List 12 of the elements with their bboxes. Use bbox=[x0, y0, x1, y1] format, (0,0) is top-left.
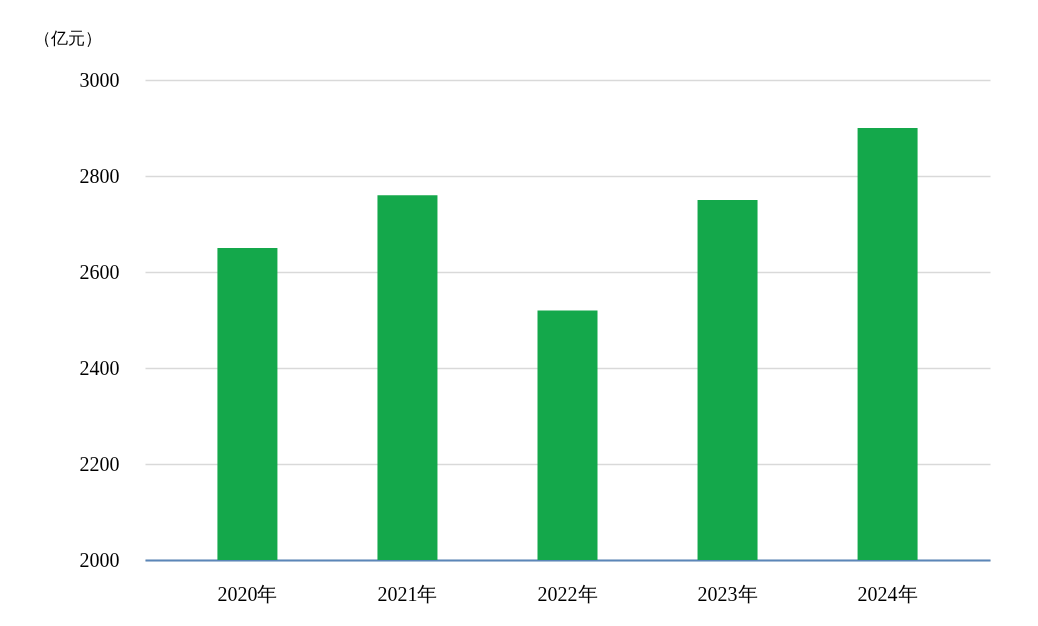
x-tick-label: 2020年 bbox=[217, 582, 278, 605]
x-tick-label: 2022年 bbox=[537, 582, 598, 605]
y-tick-label: 2200 bbox=[79, 452, 120, 475]
y-tick-label: 2000 bbox=[79, 548, 120, 571]
x-tick-label: 2023年 bbox=[697, 582, 758, 605]
y-tick-label: 2800 bbox=[79, 164, 120, 187]
x-tick-label: 2024年 bbox=[857, 582, 918, 605]
x-tick-label: 2021年 bbox=[377, 582, 438, 605]
y-axis-title: （亿元） bbox=[33, 27, 102, 48]
y-tick-label: 2600 bbox=[79, 260, 120, 283]
y-tick-label: 2400 bbox=[79, 356, 120, 379]
y-tick-label: 3000 bbox=[79, 68, 120, 91]
